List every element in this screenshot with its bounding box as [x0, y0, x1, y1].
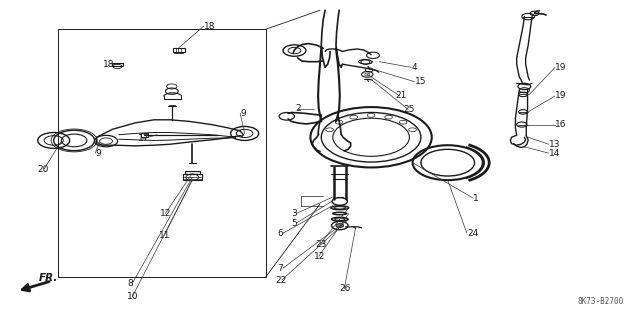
Text: 12: 12 — [314, 252, 325, 261]
Bar — [174, 51, 183, 53]
Text: 13: 13 — [548, 140, 560, 149]
Text: 11: 11 — [159, 231, 171, 240]
Circle shape — [336, 224, 344, 227]
Text: 18: 18 — [103, 60, 115, 69]
Text: 23: 23 — [315, 240, 326, 249]
Ellipse shape — [333, 212, 347, 215]
Bar — [173, 48, 184, 52]
Text: 19: 19 — [555, 63, 566, 72]
Text: 24: 24 — [467, 229, 478, 238]
Text: 9: 9 — [95, 149, 101, 158]
Text: 16: 16 — [555, 120, 566, 129]
Text: 20: 20 — [38, 165, 49, 174]
Text: 3: 3 — [291, 209, 297, 218]
Bar — [182, 174, 202, 180]
Text: 4: 4 — [412, 63, 417, 72]
Bar — [58, 29, 266, 277]
Ellipse shape — [331, 206, 349, 210]
Ellipse shape — [332, 217, 348, 221]
Text: FR.: FR. — [39, 273, 58, 283]
Text: 1: 1 — [473, 194, 479, 203]
Text: 26: 26 — [339, 284, 351, 293]
Bar — [113, 63, 123, 66]
Text: 19: 19 — [555, 92, 566, 100]
Text: 18: 18 — [204, 22, 215, 31]
Text: 15: 15 — [415, 77, 426, 86]
Text: 12: 12 — [161, 209, 172, 218]
Text: 2: 2 — [295, 104, 301, 113]
Text: 25: 25 — [403, 105, 414, 114]
Text: 8: 8 — [127, 279, 133, 288]
Text: 5: 5 — [291, 219, 297, 227]
Text: 9: 9 — [240, 109, 246, 118]
Text: 22: 22 — [275, 276, 287, 285]
Text: 14: 14 — [548, 149, 560, 158]
Text: 21: 21 — [396, 92, 407, 100]
Text: 6: 6 — [277, 229, 283, 238]
Text: 8K73-B2700: 8K73-B2700 — [577, 297, 623, 306]
Bar — [184, 171, 200, 174]
Bar — [141, 133, 148, 137]
Text: 7: 7 — [277, 263, 283, 273]
Text: 10: 10 — [127, 292, 139, 301]
Text: 17: 17 — [138, 134, 150, 143]
